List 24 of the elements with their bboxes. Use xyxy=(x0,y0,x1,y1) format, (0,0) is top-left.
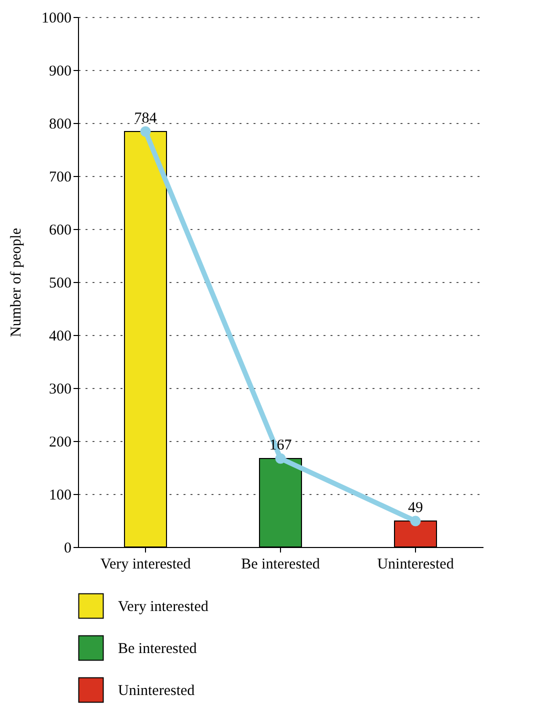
legend-label: Uninterested xyxy=(118,683,196,699)
y-tick-label: 300 xyxy=(49,382,72,398)
y-tick-label: 800 xyxy=(49,116,72,132)
point xyxy=(275,453,286,464)
x-tick-label: Uninterested xyxy=(377,556,454,572)
legend-label: Very interested xyxy=(118,599,209,615)
y-tick-label: 0 xyxy=(64,540,72,556)
point xyxy=(140,126,151,137)
data-label: 49 xyxy=(408,500,423,516)
y-tick-label: 900 xyxy=(49,64,72,80)
data-label: 784 xyxy=(134,110,158,126)
y-tick-label: 100 xyxy=(49,488,72,504)
y-tick-label: 400 xyxy=(49,328,72,344)
y-tick-label: 600 xyxy=(49,222,72,238)
point xyxy=(410,516,421,526)
legend-label: Be interested xyxy=(118,641,198,657)
x-tick-label: Very interested xyxy=(100,556,192,572)
data-label: 167 xyxy=(269,437,292,454)
y-tick-label: 700 xyxy=(49,170,72,186)
y-tick-label: 200 xyxy=(49,434,72,450)
x-tick-label: Be interested xyxy=(241,556,320,572)
y-tick-label: 1000 xyxy=(42,10,72,26)
y-axis-title: Number of people xyxy=(8,228,24,338)
y-tick-label: 500 xyxy=(49,276,72,292)
